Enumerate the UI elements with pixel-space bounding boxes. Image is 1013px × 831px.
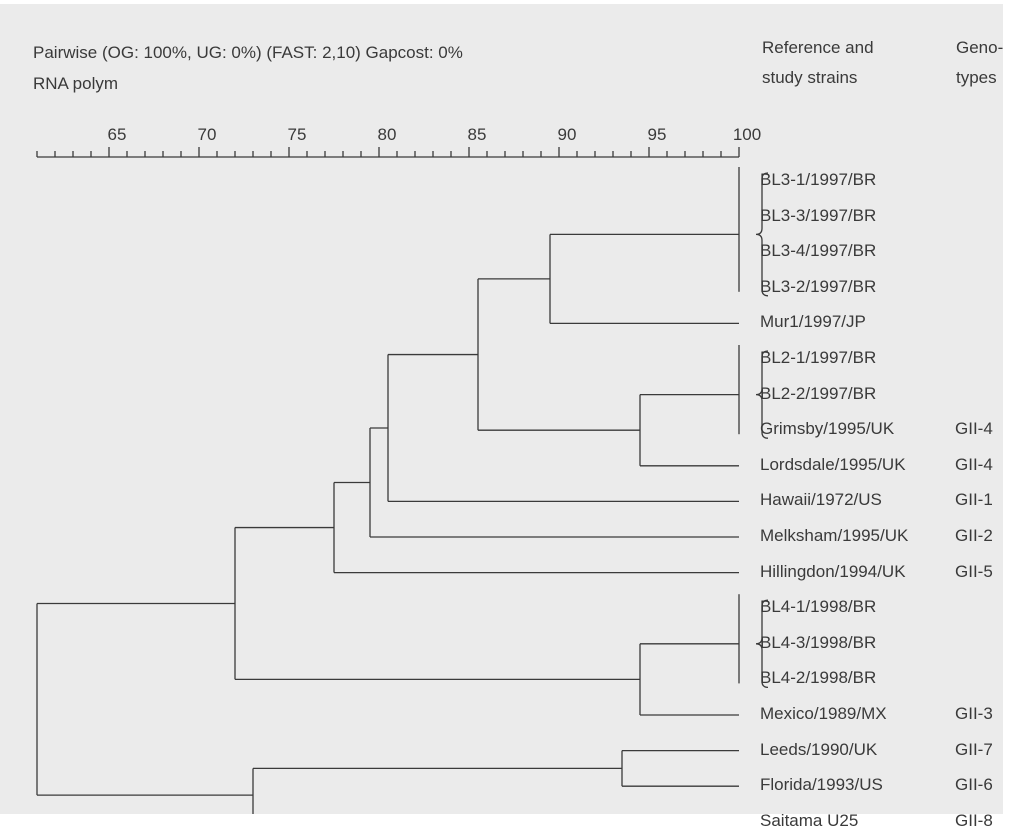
scale-tick-label: 100 <box>733 125 761 144</box>
scale-tick-label: 90 <box>558 125 577 144</box>
strain-label: BL3-3/1997/BR <box>760 205 877 225</box>
strain-label: Mexico/1989/MX <box>760 704 887 723</box>
strain-label: BL4-3/1998/BR <box>760 632 877 652</box>
strain-label: Melksham/1995/UK <box>760 526 909 545</box>
scale-tick-label: 95 <box>648 125 667 144</box>
cluster-brace <box>755 172 769 297</box>
genotype-label: GII-5 <box>955 561 993 581</box>
genotype-label: GII-6 <box>955 775 993 795</box>
strain-label: BL2-2/1997/BR <box>760 383 877 403</box>
column-header-genotypes-2: types <box>956 68 997 87</box>
strain-label: BL3-4/1997/BR <box>760 241 877 261</box>
scale-tick-label: 65 <box>108 125 127 144</box>
dendrogram-figure: Pairwise (OG: 100%, UG: 0%) (FAST: 2,10)… <box>0 4 1004 830</box>
strain-label: Grimsby/1995/UK <box>760 419 895 439</box>
strain-label: BL3-1/1997/BR <box>760 170 877 189</box>
strain-label: BL3-2/1997/BR <box>760 276 877 296</box>
header-method: Pairwise (OG: 100%, UG: 0%) (FAST: 2,10)… <box>33 43 463 62</box>
strain-label: Leeds/1990/UK <box>760 739 878 759</box>
scale-tick-label: 85 <box>468 125 487 144</box>
strain-label: BL4-1/1998/BR <box>760 597 877 617</box>
genotype-label: GII-4 <box>955 454 993 474</box>
genotype-label: GII-7 <box>955 739 993 759</box>
dendrogram: 65 70 75 80 85 90 95 100 <box>36 125 769 814</box>
genotype-label: GII-8 <box>955 810 993 830</box>
strain-label: Saitama U25 <box>760 810 859 830</box>
strain-label: BL4-2/1998/BR <box>760 668 877 688</box>
strain-label: Hillingdon/1994/UK <box>760 561 906 581</box>
scale-tick-label: 80 <box>378 125 397 144</box>
genotype-label: GII-2 <box>955 526 993 545</box>
genotype-label: GII-3 <box>955 704 993 723</box>
strain-label: BL2-1/1997/BR <box>760 348 877 367</box>
strain-label: Hawaii/1972/US <box>760 490 882 510</box>
cluster-brace <box>755 350 769 439</box>
strain-label: Mur1/1997/JP <box>760 312 866 332</box>
column-header-strains-2: study strains <box>762 68 858 87</box>
scale-tick-label: 70 <box>198 125 217 144</box>
column-header-genotypes: Geno- <box>956 38 1004 57</box>
genotype-label: GII-4 <box>955 419 993 439</box>
strain-label: Florida/1993/US <box>760 775 883 795</box>
strain-label: Lordsdale/1995/UK <box>760 454 906 474</box>
genotype-label: GII-1 <box>955 490 993 510</box>
cluster-brace <box>755 599 769 689</box>
column-header-strains: Reference and <box>762 38 874 57</box>
header-method-sub: RNA polym <box>33 74 119 93</box>
scale-tick-label: 75 <box>288 125 307 144</box>
